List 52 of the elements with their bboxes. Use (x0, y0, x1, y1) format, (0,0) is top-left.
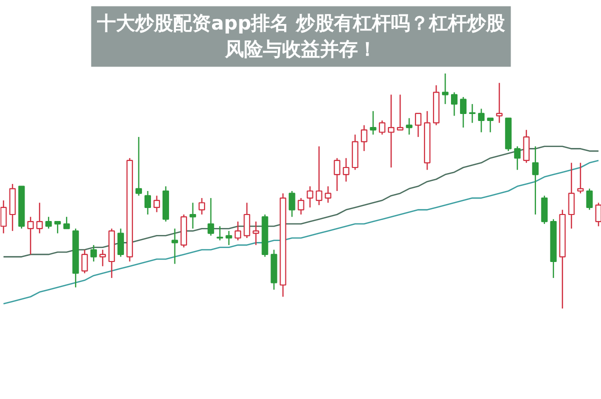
candlestick (244, 202, 250, 239)
candlestick (442, 72, 448, 105)
candlestick (586, 188, 593, 210)
candlestick (252, 220, 260, 246)
candlestick (54, 220, 61, 234)
candlestick (190, 202, 196, 230)
candlestick (316, 146, 322, 206)
candlestick (360, 124, 368, 152)
candlestick (27, 216, 34, 256)
candlestick (216, 226, 224, 241)
candlestick (324, 186, 332, 204)
candlestick (306, 186, 314, 208)
candlestick (451, 92, 458, 116)
candlestick (172, 228, 178, 264)
candlestick (298, 197, 304, 216)
candlestick (514, 146, 521, 170)
candlestick (90, 244, 97, 262)
candlestick (378, 120, 386, 136)
candlestick (288, 190, 296, 218)
candlestick (396, 94, 404, 130)
candlestick (541, 195, 548, 224)
candlestick (460, 96, 467, 128)
candlestick (406, 118, 412, 136)
candlestick (478, 108, 485, 133)
candlestick (144, 190, 151, 216)
candlestick (234, 220, 242, 241)
candlestick (496, 82, 503, 124)
candlestick (208, 197, 214, 236)
candlestick (532, 146, 539, 216)
candlestick (595, 202, 601, 227)
candlestick (388, 94, 394, 168)
candlestick (469, 103, 476, 124)
candlestick (45, 216, 52, 230)
candlestick (117, 228, 124, 258)
candlestick (198, 197, 206, 216)
candlestick (63, 216, 70, 230)
candlestick (154, 195, 160, 213)
candlestick (0, 200, 7, 234)
candlestick (370, 110, 376, 136)
candlestick (36, 202, 43, 234)
candlestick (135, 136, 142, 196)
candlestick (99, 249, 106, 267)
candlestick (414, 112, 422, 138)
candlestick (81, 249, 88, 274)
candlestick (342, 158, 350, 182)
candlestick (334, 158, 340, 192)
candlestick (226, 230, 232, 246)
candlestick (568, 162, 575, 230)
candlestick (577, 162, 584, 194)
chart-title: 十大炒股配资app排名 炒股有杠杆吗？杠杆炒股风险与收益并存！ (96, 12, 506, 61)
candlestick (523, 129, 530, 164)
candlestick (487, 118, 494, 133)
